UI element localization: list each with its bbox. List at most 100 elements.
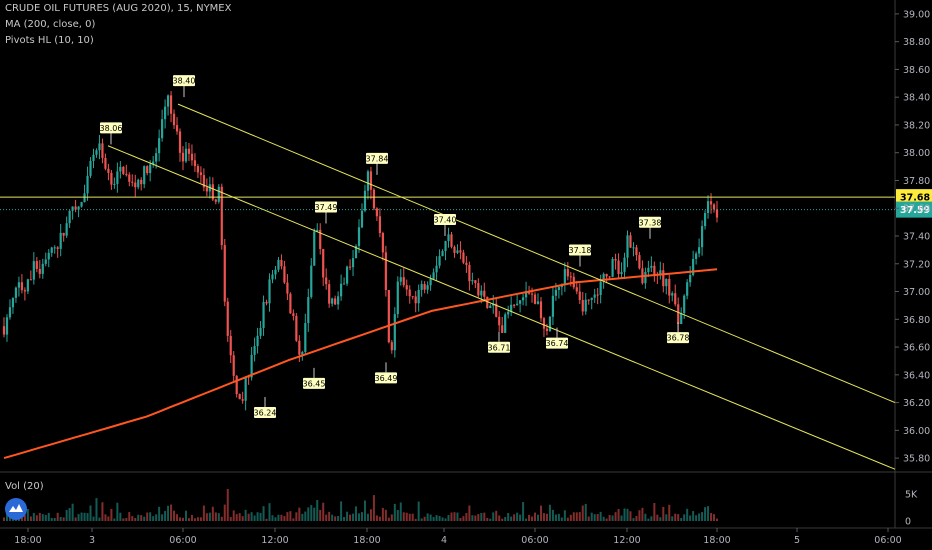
candle-body — [98, 143, 101, 151]
volume-bar — [519, 514, 522, 521]
candle-body — [498, 316, 501, 326]
volume-bar — [47, 512, 50, 521]
candle-body — [709, 201, 713, 205]
candle-body — [271, 274, 274, 280]
volume-bar — [626, 508, 629, 521]
volume-bar — [229, 517, 232, 521]
volume-bar — [247, 513, 250, 521]
candle-body — [715, 209, 719, 218]
volume-bar — [647, 518, 650, 521]
y-tick-label: 38.60 — [903, 65, 930, 76]
candle-body — [62, 232, 65, 236]
candle-body — [593, 294, 596, 298]
candle-body — [620, 271, 623, 275]
candle-body — [492, 303, 495, 306]
candle-body — [181, 152, 185, 162]
candle-body — [89, 160, 92, 176]
volume-bar — [95, 498, 98, 521]
volume-bar — [98, 517, 101, 521]
volume-bar — [468, 505, 471, 521]
volume-bar — [86, 513, 89, 521]
candle-body — [119, 166, 122, 172]
volume-bar — [560, 517, 563, 521]
volume-bar — [572, 512, 575, 521]
volume-bar — [337, 515, 340, 521]
pivot-label-text: 37.49 — [315, 203, 338, 212]
candle-body — [698, 247, 701, 254]
candle-body — [695, 253, 698, 259]
volume-bar — [196, 517, 199, 521]
volume-bar — [510, 516, 513, 521]
volume-bar — [113, 518, 116, 521]
volume-bar — [340, 501, 343, 521]
candle-body — [53, 247, 56, 249]
candle-body — [581, 299, 584, 312]
volume-bar — [575, 512, 578, 521]
volume-bar — [677, 514, 680, 521]
volume-bar — [295, 512, 298, 521]
candle-body — [674, 293, 677, 305]
volume-bar — [283, 516, 286, 521]
volume-bar — [375, 515, 378, 521]
volume-bar — [698, 513, 701, 521]
volume-tick-label: 0 — [905, 517, 911, 528]
volume-bar — [77, 514, 80, 521]
candle-body — [44, 259, 47, 264]
candle-body — [241, 399, 244, 401]
candle-body — [680, 313, 683, 325]
volume-bar — [128, 512, 131, 521]
volume-bar — [704, 507, 707, 521]
volume-bar — [65, 510, 68, 521]
volume-bar — [537, 514, 540, 521]
volume-bar — [456, 512, 459, 521]
pivots-indicator-label[interactable]: Pivots HL (10, 10) — [5, 35, 94, 46]
volume-bar — [417, 501, 420, 521]
volume-bar — [641, 507, 644, 521]
candle-body — [519, 300, 522, 304]
candle-body — [510, 304, 513, 312]
volume-bar — [629, 511, 632, 521]
candle-body — [196, 166, 200, 173]
candle-body — [432, 272, 435, 280]
volume-bar — [53, 517, 56, 521]
volume-indicator-label[interactable]: Vol (20) — [5, 481, 44, 492]
candle-body — [700, 226, 704, 248]
candle-body — [474, 280, 477, 284]
candle-body — [280, 259, 283, 267]
hline-price-badge: 37.68 — [896, 189, 932, 206]
volume-bar — [35, 515, 38, 521]
candle-body — [35, 261, 38, 269]
candle-body — [686, 282, 689, 296]
candle-body — [101, 143, 104, 158]
volume-bar — [381, 507, 384, 521]
trendline — [177, 103, 896, 404]
pivot-label-high: 37.49 — [315, 201, 338, 224]
volume-bar — [495, 510, 498, 521]
candle-body — [283, 266, 286, 283]
ma-200-line — [3, 268, 718, 460]
candle-body — [420, 284, 423, 290]
volume-bar — [277, 514, 280, 521]
candle-body — [507, 311, 510, 315]
volume-bar — [104, 514, 107, 521]
volume-bar — [173, 510, 176, 521]
candle-body — [348, 266, 352, 268]
volume-bar — [271, 515, 274, 521]
ma-indicator-label[interactable]: MA (200, close, 0) — [5, 19, 96, 30]
volume-bar — [483, 512, 486, 521]
candle-body — [504, 314, 507, 333]
volume-bar — [83, 512, 86, 521]
candle-body — [268, 279, 271, 304]
pivot-label-low: 36.78 — [667, 322, 689, 344]
candle-body — [128, 174, 131, 182]
candle-body — [668, 278, 671, 296]
volume-bar — [232, 510, 235, 521]
candle-body — [372, 189, 376, 209]
volume-bar — [498, 515, 501, 521]
volume-bar — [280, 514, 283, 521]
x-tick-label: 5 — [794, 535, 800, 546]
volume-bar — [402, 512, 405, 521]
volume-bar — [62, 517, 65, 521]
candle-body — [602, 273, 605, 282]
